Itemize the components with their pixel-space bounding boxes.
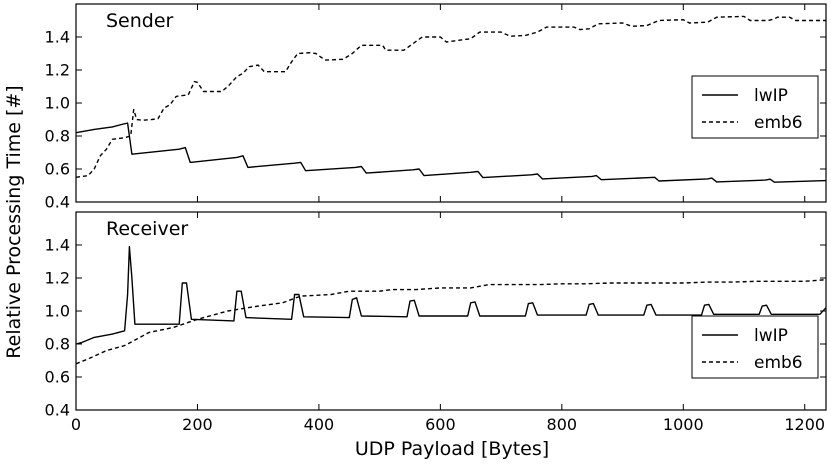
x-tick-label: 1000	[663, 415, 704, 434]
series-line-lwip	[75, 246, 827, 345]
x-tick-label: 600	[425, 415, 456, 434]
series-line-emb6	[75, 15, 826, 178]
y-tick-label: 1.2	[45, 269, 70, 288]
y-tick-label: 1.4	[45, 236, 70, 255]
legend-label-lwip: lwIP	[754, 86, 788, 106]
x-axis-label: UDP Payload [Bytes]	[355, 438, 549, 460]
legend-box	[691, 315, 819, 379]
y-axis-label: Relative Processing Time [#]	[3, 85, 25, 358]
x-tick-label: 800	[547, 415, 578, 434]
x-tick-label: 400	[304, 415, 335, 434]
legend-box	[691, 75, 819, 139]
x-tick-label: 0	[71, 415, 81, 434]
y-tick-label: 0.4	[45, 193, 70, 212]
legend-label-emb6: emb6	[754, 113, 803, 133]
series-line-lwip	[75, 122, 827, 183]
panel-title-receiver: Receiver	[106, 218, 188, 240]
y-tick-label: 1.4	[45, 28, 70, 47]
x-tick-label: 200	[182, 415, 213, 434]
y-tick-label: 0.6	[45, 368, 70, 387]
series-line-emb6	[75, 279, 827, 365]
y-tick-label: 0.8	[45, 127, 70, 146]
panel-title-sender: Sender	[106, 10, 174, 32]
legend-receiver: lwIP emb6	[691, 315, 819, 379]
y-tick-label: 0.6	[45, 160, 70, 179]
y-tick-label: 1.2	[45, 61, 70, 80]
legend-label-lwip: lwIP	[754, 326, 788, 346]
legend-sender: lwIP emb6	[691, 75, 819, 139]
y-tick-label: 1.0	[45, 302, 70, 321]
legend-label-emb6: emb6	[754, 353, 803, 373]
y-tick-label: 0.8	[45, 335, 70, 354]
plot-frame-receiver	[75, 211, 827, 411]
y-tick-label: 1.0	[45, 94, 70, 113]
y-tick-label: 0.4	[45, 401, 70, 420]
x-tick-label: 1200	[784, 415, 825, 434]
